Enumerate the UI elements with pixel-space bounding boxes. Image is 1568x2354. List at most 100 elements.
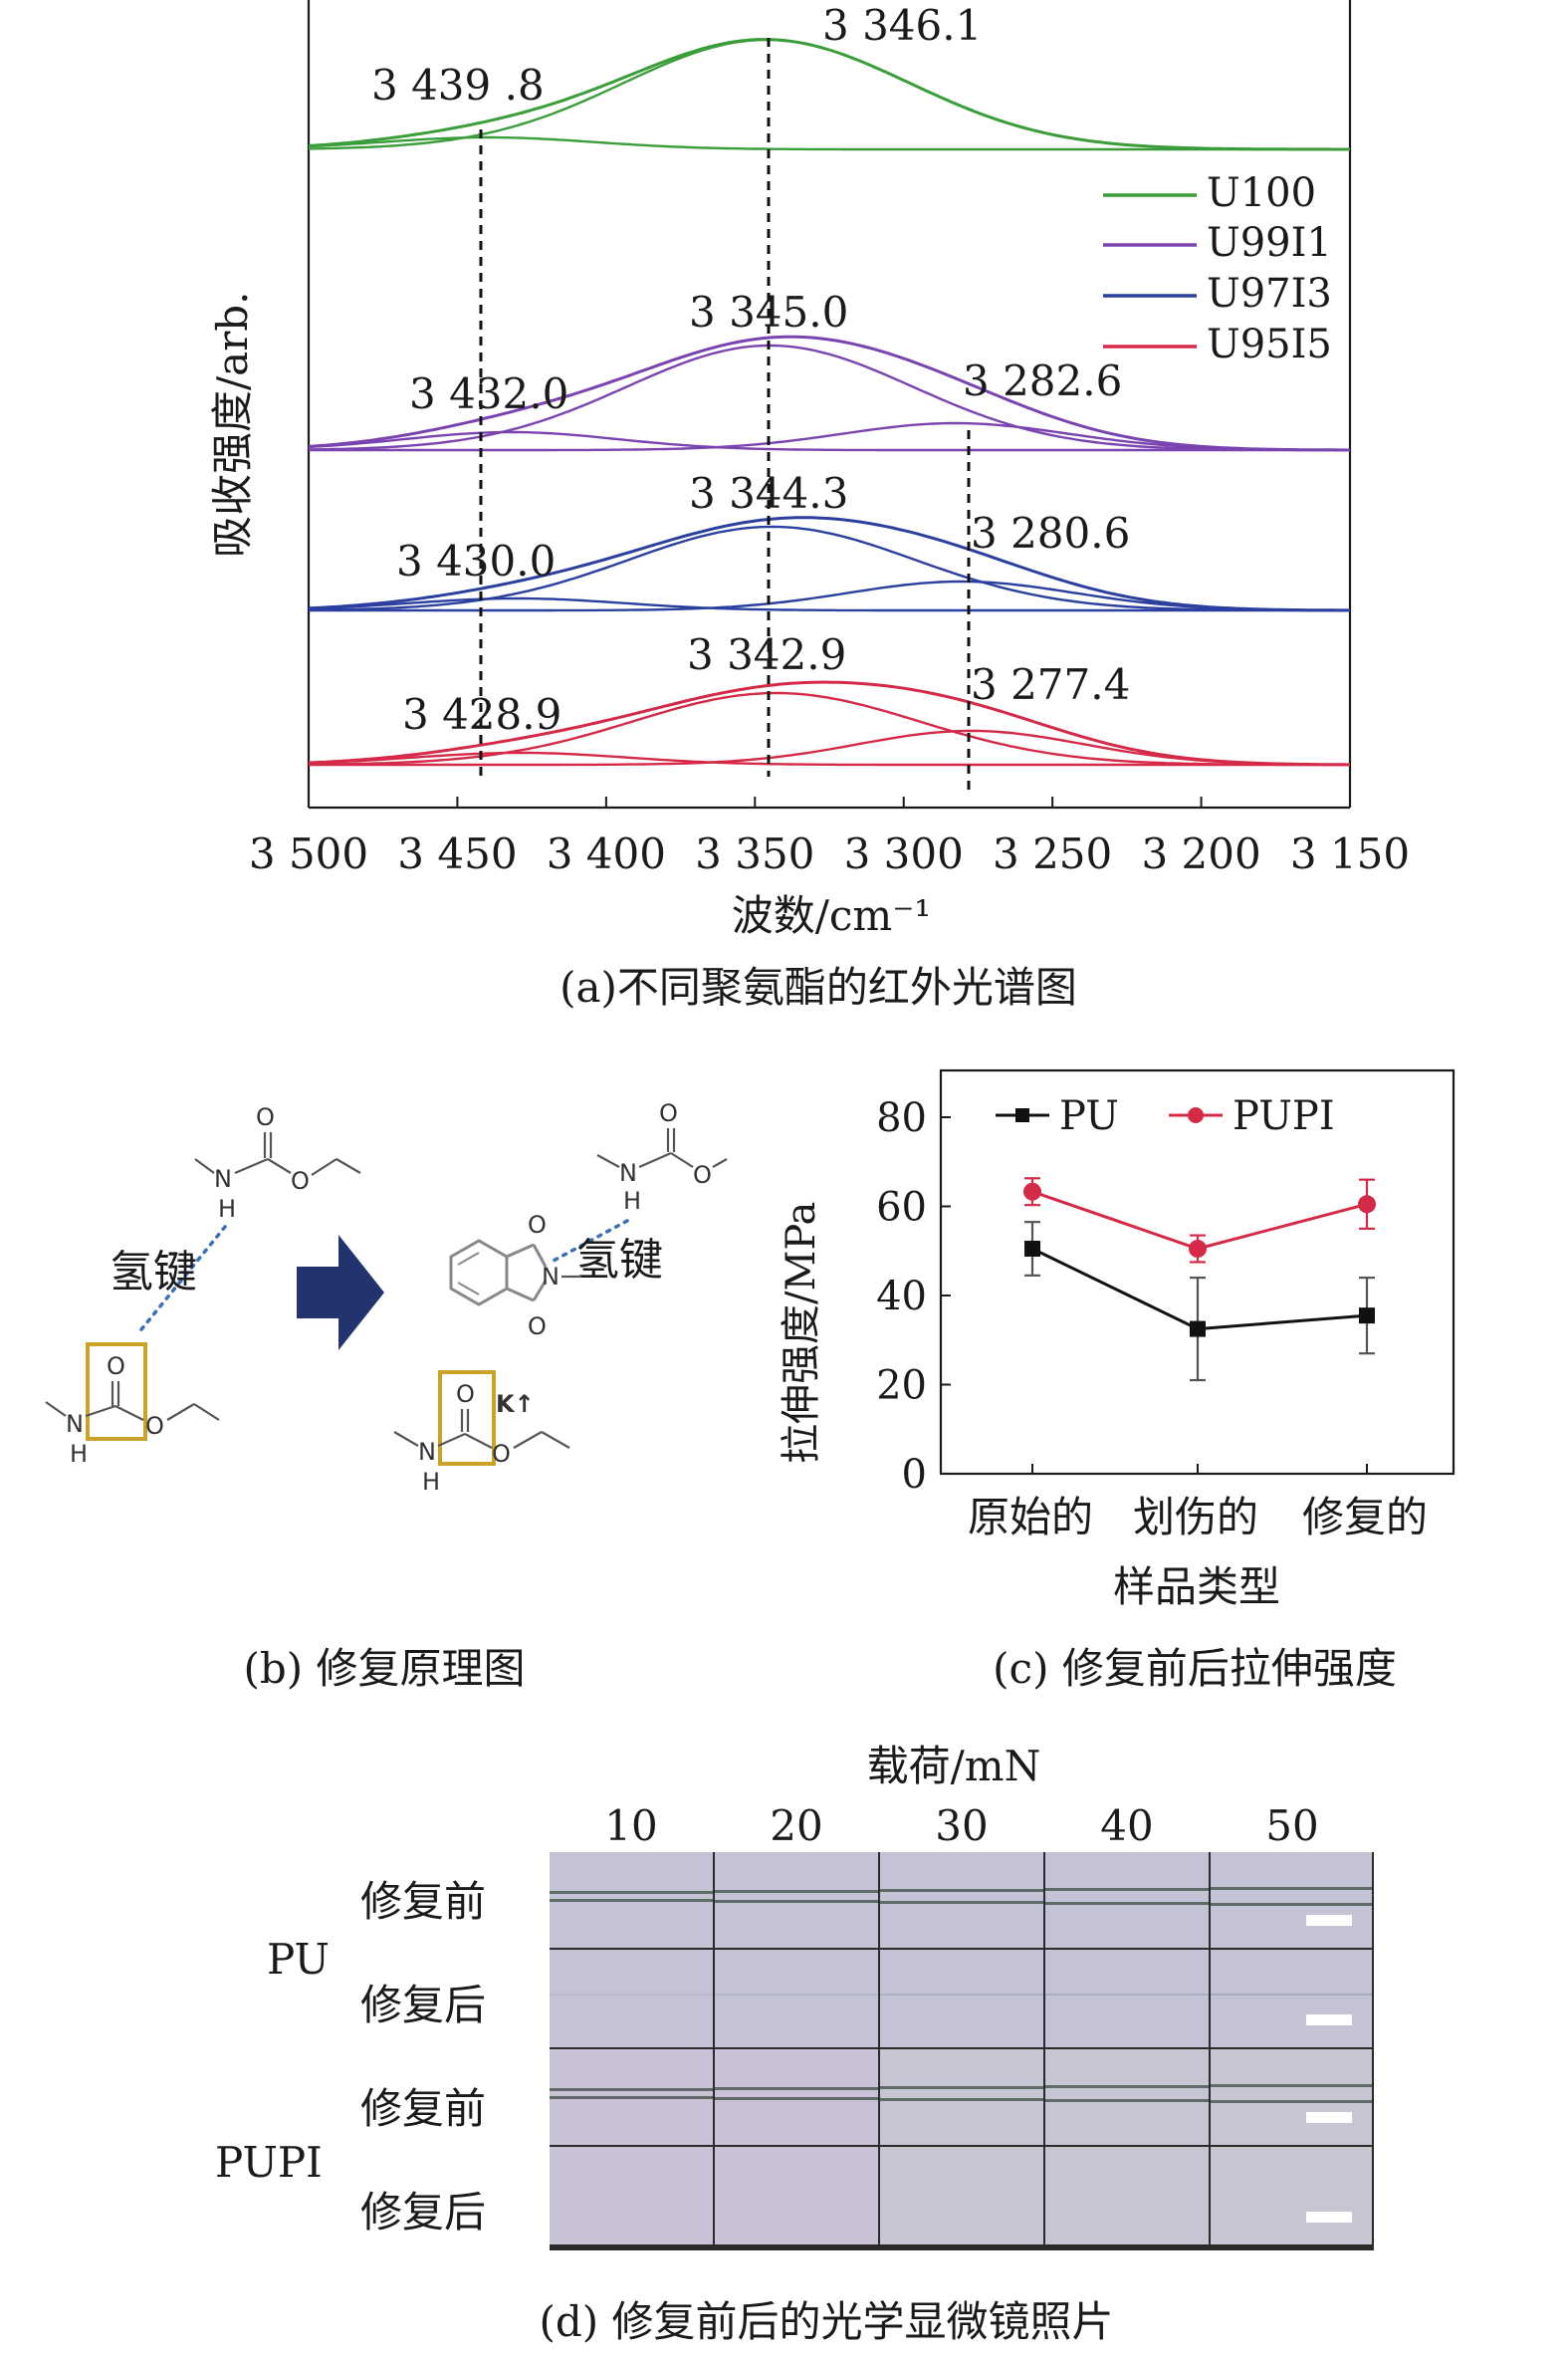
phthalimide-ring: O O N — [449, 1211, 581, 1340]
micro-cell-r1-load-40 — [1045, 1852, 1209, 1948]
scratch-line — [715, 1900, 878, 1903]
xtick-label-0: 3 500 — [249, 829, 368, 878]
peak-label-u100-2: 3 346.1 — [822, 1, 982, 50]
panel-a-xticks: 3 500 3 450 3 400 3 350 3 300 3 250 3 200 3 150 — [249, 797, 1410, 878]
legend-label-u99i1: U99I1 — [1207, 220, 1332, 266]
scratch-line — [880, 1901, 1043, 1904]
scale-bar — [1306, 2212, 1352, 2223]
peak-label-u100-1: 3 439 .8 — [371, 61, 545, 110]
panel-c-legend: PU PUPI — [996, 1093, 1335, 1139]
hbond-label-2: 氢键 — [575, 1235, 663, 1286]
bond-25 — [437, 1432, 466, 1448]
panel-c-tensile: 0 20 40 60 80 原始的 划伤的 修复的 PU PUPI 拉伸强度/MPa 样品类… — [779, 1068, 1456, 1693]
legend-label-u95i5: U95I5 — [1207, 322, 1332, 367]
scratch-line-faint — [1211, 1994, 1372, 1996]
micro-cell-r2-load-10 — [550, 1950, 713, 2047]
bond-26 — [464, 1433, 493, 1449]
bond-20 — [712, 1158, 728, 1168]
panel-c-xlabel: 样品类型 — [1113, 1562, 1280, 1611]
atom-o-10: O — [492, 1440, 511, 1468]
micro-cell-r2-load-40 — [1045, 1950, 1209, 2047]
atom-o-2: O — [291, 1167, 310, 1195]
load-label-20: 20 — [770, 1801, 822, 1850]
atom-h-1: H — [218, 1195, 236, 1223]
atom-o-6: O — [693, 1161, 712, 1189]
atom-n-5: N — [418, 1438, 436, 1466]
benzene-inner-1 — [457, 1252, 480, 1266]
hbond-label-1: 氢键 — [110, 1247, 197, 1297]
panel-d-caption: (d) 修复前后的光学显微镜照片 — [539, 2297, 1113, 2346]
bond-17 — [596, 1154, 620, 1168]
scratch-line — [715, 2097, 878, 2100]
micro-cell-r3-load-10 — [550, 2049, 713, 2145]
atom-n-3: N — [619, 1159, 637, 1187]
micro-cell-r3-load-40 — [1045, 2049, 1209, 2145]
legend-marker-pupi — [1188, 1107, 1204, 1123]
scratch-line — [715, 1890, 878, 1893]
xtick-label-6: 3 200 — [1141, 829, 1260, 878]
panel-c-frame — [939, 1068, 1456, 1476]
imide-bond-3 — [532, 1244, 548, 1268]
scale-bar — [1306, 2014, 1352, 2025]
legend-label-u100: U100 — [1207, 170, 1316, 216]
scratch-line — [550, 1891, 713, 1894]
scratch-line — [1045, 1902, 1209, 1905]
panel-c-ylabel: 拉伸强度/MPa — [779, 1202, 824, 1464]
scratch-line — [1211, 2100, 1372, 2103]
micro-cell-r3-load-30 — [880, 2049, 1043, 2145]
load-label-40: 40 — [1100, 1801, 1153, 1850]
scratch-line — [1211, 1903, 1372, 1906]
c-xtick-label-0: 原始的 — [968, 1493, 1093, 1541]
scratch-line — [550, 2088, 713, 2091]
bond-11 — [85, 1404, 116, 1418]
panel-b-caption: (b) 修复原理图 — [243, 1644, 525, 1693]
panel-a-ylabel: 吸收强度/arb. — [208, 291, 257, 558]
scratch-line — [880, 2098, 1043, 2101]
atom-o-9: O — [456, 1380, 475, 1408]
scratch-line — [1045, 1888, 1209, 1891]
scale-bar — [1306, 1915, 1352, 1926]
bond-6 — [311, 1158, 337, 1176]
atom-h-2: H — [70, 1440, 88, 1468]
c-ytick-label-0: 0 — [902, 1452, 927, 1498]
c-line-PU — [1031, 1247, 1368, 1331]
c-point-PUPI-0 — [1023, 1182, 1041, 1201]
bond-18 — [638, 1151, 672, 1169]
scale-bar — [1306, 2112, 1352, 2123]
c-point-PU-2 — [1359, 1307, 1375, 1324]
hbond-dotted-2 — [552, 1219, 629, 1263]
micro-cell-r3-load-20 — [715, 2049, 878, 2145]
panel-c-series — [1023, 1177, 1376, 1382]
panel-d-load-title: 载荷/mN — [867, 1742, 1041, 1790]
c-xtick-label-1: 划伤的 — [1133, 1493, 1258, 1541]
group-label-pu: PU — [267, 1935, 330, 1984]
scratch-line — [880, 2086, 1043, 2089]
peak-label-u97i3-2: 3 344.3 — [689, 469, 848, 518]
bond-24 — [393, 1431, 419, 1447]
bond-3 — [194, 1158, 215, 1174]
atom-h-3: H — [623, 1187, 641, 1215]
xtick-label-3: 3 350 — [695, 829, 814, 878]
load-label-30: 30 — [935, 1801, 988, 1850]
bond-4 — [234, 1157, 269, 1175]
xtick-label-7: 3 150 — [1290, 829, 1410, 878]
carbonyl-highlight-box-1 — [86, 1342, 147, 1441]
xtick-label-4: 3 300 — [844, 829, 964, 878]
micro-cell-r4-load-40 — [1045, 2147, 1209, 2244]
row-state-2: 修复后 — [360, 1981, 486, 2029]
microscope-image-grid — [550, 1852, 1374, 2250]
carbamate-bottom-left: O N O H — [45, 1342, 220, 1468]
scratch-line — [1045, 2099, 1209, 2102]
atom-o-3: O — [107, 1352, 125, 1380]
load-label-50: 50 — [1265, 1801, 1318, 1850]
micro-cell-r2-load-20 — [715, 1950, 878, 2047]
peak-label-u99i1-3: 3 282.6 — [963, 356, 1122, 405]
micro-cell-r1-load-20 — [715, 1852, 878, 1948]
group-label-pupi: PUPI — [215, 2138, 323, 2187]
c-ytick-label-1: 20 — [876, 1363, 927, 1409]
c-ytick-label-3: 60 — [876, 1185, 927, 1231]
c-ytick-label-4: 80 — [876, 1095, 927, 1141]
peak-label-u95i5-2: 3 342.9 — [687, 630, 846, 679]
carbonyl-highlight-box-2 — [438, 1370, 496, 1466]
legend-marker-pu — [1015, 1108, 1029, 1122]
